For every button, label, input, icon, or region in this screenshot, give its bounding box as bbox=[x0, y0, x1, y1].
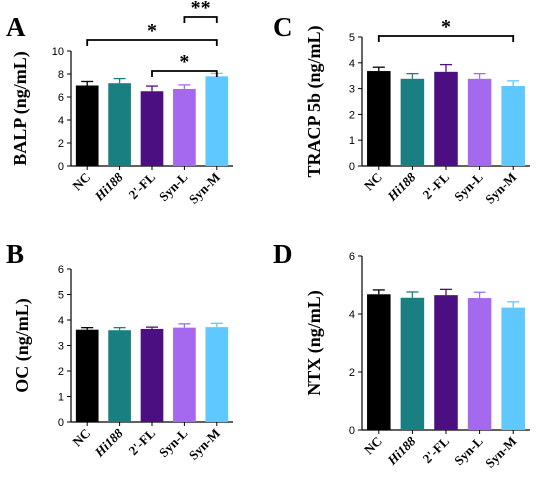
y-tick-label: 6 bbox=[58, 264, 64, 276]
y-tick-label: 5 bbox=[349, 32, 355, 44]
x-tick-label: Hi188 bbox=[384, 169, 419, 204]
y-tick-label: 8 bbox=[58, 69, 64, 81]
bar-hi188 bbox=[400, 297, 425, 430]
y-tick-label: 2 bbox=[349, 367, 355, 379]
bar-2-fl bbox=[140, 328, 164, 422]
y-tick-label: 6 bbox=[58, 92, 64, 104]
x-tick-label: Syn-M bbox=[186, 170, 223, 207]
y-tick-label: 4 bbox=[58, 315, 64, 327]
y-tick-label: 0 bbox=[58, 417, 64, 429]
bar-hi188 bbox=[108, 83, 131, 166]
y-tick-label: 10 bbox=[52, 46, 64, 58]
y-tick-label: 4 bbox=[349, 58, 355, 70]
significance-bracket bbox=[377, 35, 515, 42]
x-tick-label: Syn-M bbox=[186, 426, 223, 463]
significance-bracket bbox=[151, 70, 218, 77]
significance-label: ** bbox=[191, 0, 211, 19]
bar-hi188 bbox=[400, 78, 425, 166]
y-axis-label: TRACP 5b (ng/mL) bbox=[304, 25, 325, 177]
x-tick-label: Syn-L bbox=[156, 425, 191, 460]
y-tick-label: 5 bbox=[58, 290, 64, 302]
y-tick-label: 2 bbox=[58, 138, 64, 150]
y-tick-label: 3 bbox=[349, 84, 355, 96]
significance-bracket bbox=[183, 16, 218, 23]
x-tick-label: NC bbox=[69, 426, 93, 450]
y-tick-label: 0 bbox=[349, 425, 355, 437]
y-tick-label: 4 bbox=[349, 309, 355, 321]
x-tick-label: NC bbox=[361, 434, 385, 458]
bar-syn-m bbox=[205, 76, 229, 166]
x-tick-label: Syn-M bbox=[482, 170, 519, 207]
bar-nc bbox=[75, 85, 99, 166]
x-tick-label: 2'-FL bbox=[126, 169, 159, 202]
x-tick-label: Syn-L bbox=[451, 433, 486, 468]
bar-syn-m bbox=[205, 327, 229, 422]
panel-letter: C bbox=[273, 12, 293, 42]
y-tick-label: 4 bbox=[58, 115, 64, 127]
y-tick-label: 1 bbox=[349, 135, 355, 147]
panel-letter: B bbox=[6, 239, 24, 269]
y-axis-label: OC (ng/mL) bbox=[12, 298, 33, 393]
y-tick-label: 6 bbox=[349, 251, 355, 263]
panel-letter: A bbox=[6, 12, 26, 42]
bar-nc bbox=[367, 294, 391, 430]
y-tick-label: 3 bbox=[58, 341, 64, 353]
x-tick-label: Hi188 bbox=[91, 425, 126, 460]
significance-label: * bbox=[441, 16, 451, 38]
x-tick-label: Hi188 bbox=[384, 433, 419, 468]
significance-bracket bbox=[86, 39, 218, 46]
x-tick-label: 2'-FL bbox=[420, 433, 453, 466]
x-tick-label: 2'-FL bbox=[126, 425, 159, 458]
y-tick-label: 0 bbox=[349, 161, 355, 173]
significance-label: * bbox=[179, 51, 189, 73]
bar-syn-l bbox=[467, 298, 492, 430]
bar-syn-m bbox=[501, 307, 525, 430]
x-tick-label: NC bbox=[69, 170, 93, 194]
y-tick-label: 1 bbox=[58, 392, 64, 404]
panel-letter: D bbox=[273, 239, 293, 269]
x-tick-label: NC bbox=[361, 170, 385, 194]
y-tick-label: 0 bbox=[58, 161, 64, 173]
bar-syn-l bbox=[173, 88, 196, 166]
chart-panel-c: C TRACP 5b (ng/mL) 0 1 2 3 4 5 NC Hi188 2'-FLSyn-L… bbox=[273, 12, 530, 207]
x-tick-label: 2'-FL bbox=[420, 169, 453, 202]
bar-2-fl bbox=[140, 91, 164, 166]
y-axis-label: BALP (ng/mL) bbox=[10, 51, 31, 166]
y-axis-label: NTX (ng/mL) bbox=[304, 290, 325, 396]
x-tick-label: Syn-M bbox=[482, 434, 519, 471]
bar-nc bbox=[367, 71, 391, 166]
bar-syn-l bbox=[467, 78, 492, 166]
y-tick-label: 2 bbox=[349, 109, 355, 121]
significance-label: * bbox=[147, 20, 157, 42]
x-tick-label: Syn-L bbox=[156, 169, 191, 204]
x-tick-label: Hi188 bbox=[91, 169, 126, 204]
bar-2-fl bbox=[434, 295, 458, 430]
x-tick-label: Syn-L bbox=[451, 169, 486, 204]
bar-syn-m bbox=[501, 86, 525, 166]
bar-syn-l bbox=[173, 327, 196, 422]
bar-hi188 bbox=[108, 330, 131, 422]
bar-2-fl bbox=[434, 71, 458, 166]
bar-nc bbox=[75, 329, 99, 422]
y-tick-label: 2 bbox=[58, 366, 64, 378]
